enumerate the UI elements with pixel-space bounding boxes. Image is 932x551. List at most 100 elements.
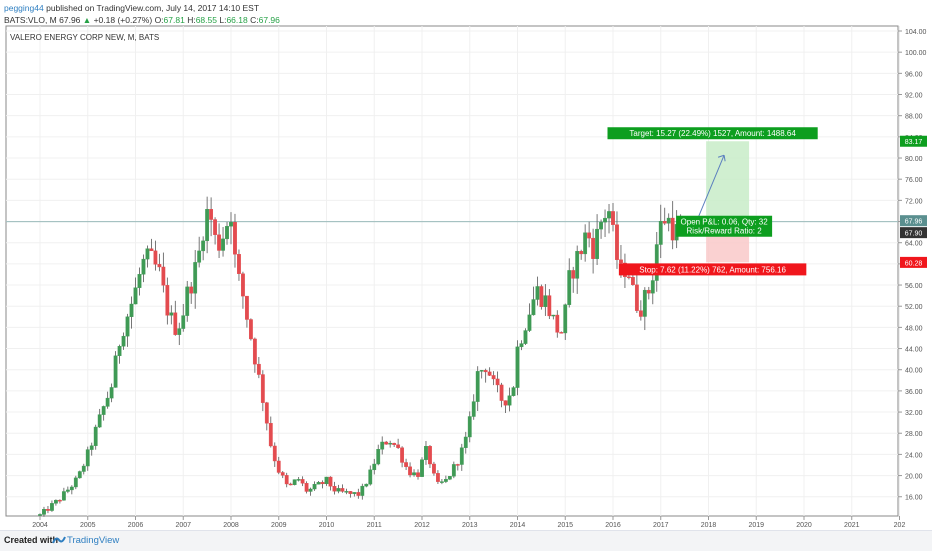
- author-name[interactable]: pegging44: [4, 3, 44, 13]
- candle-body: [177, 328, 182, 335]
- candle-body: [248, 319, 253, 340]
- close-value: 67.96: [258, 15, 280, 25]
- y-tick-label: 72.00: [905, 198, 923, 205]
- y-tick-label: 28.00: [905, 431, 923, 438]
- candle-body: [404, 462, 408, 467]
- trend-arrow: [697, 155, 725, 218]
- candle-body: [54, 499, 58, 504]
- x-tick-label: 2012: [414, 522, 430, 529]
- candle-body: [607, 211, 611, 219]
- x-tick-label: 2013: [462, 522, 478, 529]
- candle-body: [416, 472, 420, 477]
- candle-body: [89, 445, 94, 450]
- price-chart[interactable]: VALERO ENERGY CORP NEW, M, BATS 16.00 20.…: [0, 0, 932, 530]
- candle-body: [233, 222, 237, 255]
- candle-body: [157, 264, 162, 268]
- prev-close-tag-bg: [900, 227, 927, 239]
- candle-body: [424, 445, 428, 460]
- candle-body: [300, 479, 305, 484]
- candle-body: [320, 482, 325, 485]
- candle-body: [38, 514, 42, 516]
- candle-body: [563, 304, 568, 334]
- created-with-label: Created with: [4, 535, 59, 545]
- candle-body: [332, 486, 337, 492]
- candle-body: [551, 314, 556, 317]
- candle-body: [539, 286, 544, 307]
- candle-body: [463, 436, 468, 448]
- open-value: 67.81: [163, 15, 185, 25]
- candle-body: [547, 295, 552, 317]
- candle-body: [642, 289, 647, 317]
- candle-body: [109, 387, 114, 399]
- y-tick-label: 32.00: [905, 410, 923, 417]
- candle-body: [619, 259, 623, 264]
- candle-body: [475, 371, 480, 402]
- candle-body: [515, 346, 520, 388]
- candle-body: [376, 449, 381, 465]
- candle-body: [101, 406, 106, 415]
- candle-body: [579, 251, 584, 255]
- candle-body: [495, 378, 500, 386]
- y-tick-label: 52.00: [905, 304, 923, 311]
- x-tick-label: 2017: [653, 522, 669, 529]
- candle-body: [638, 310, 643, 317]
- target-price-tag-bg: [900, 135, 927, 147]
- tradingview-brand[interactable]: TradingView: [67, 535, 120, 546]
- candle-body: [324, 476, 329, 485]
- candle-body: [603, 217, 607, 223]
- high-label: H:: [187, 15, 196, 25]
- time-axis[interactable]: 2004 2005 2006 2007 2008 2009 2010 2011 2012 2013…: [32, 516, 905, 529]
- candle-body: [439, 481, 444, 483]
- candle-body: [61, 491, 66, 501]
- candle-body: [189, 286, 194, 294]
- candle-body: [443, 479, 448, 482]
- candle-body: [535, 286, 540, 300]
- x-tick-label: 2010: [319, 522, 335, 529]
- close-label: C:: [250, 15, 259, 25]
- profit-zone: [706, 141, 750, 222]
- candle-body: [392, 442, 397, 445]
- candle-body: [197, 250, 202, 263]
- candle-body: [241, 273, 245, 297]
- candle-body: [252, 338, 257, 365]
- candle-body: [587, 232, 592, 239]
- chart-title: VALERO ENERGY CORP NEW, M, BATS: [10, 33, 159, 42]
- candle-body: [400, 447, 405, 463]
- candle-body: [121, 335, 126, 347]
- candle-body: [328, 476, 333, 487]
- stop-label: Stop: 7.62 (11.22%) 762, Amount: 756.16: [639, 265, 786, 274]
- y-tick-label: 96.00: [905, 71, 923, 78]
- candle-body: [531, 299, 536, 316]
- tradingview-logo-icon[interactable]: [52, 534, 66, 546]
- candle-body: [97, 414, 102, 428]
- candle-body: [221, 238, 225, 251]
- up-triangle-icon: ▲: [82, 15, 92, 25]
- candle-body: [213, 219, 217, 235]
- risk-reward-label: Risk/Reward Ratio: 2: [687, 227, 763, 236]
- candle-body: [459, 447, 464, 465]
- candle-body: [209, 209, 214, 220]
- y-tick-label: 40.00: [905, 368, 923, 375]
- stop-price-tag-bg: [900, 256, 927, 268]
- candle-body: [662, 220, 667, 224]
- candle-body: [85, 449, 90, 467]
- x-tick-label: 2004: [32, 522, 48, 529]
- x-tick-label: 2018: [701, 522, 717, 529]
- y-tick-label: 24.00: [905, 452, 923, 459]
- candle-body: [432, 463, 436, 474]
- candle-body: [292, 479, 297, 485]
- candle-body: [599, 221, 603, 230]
- candle-body: [487, 371, 492, 376]
- candle-body: [137, 274, 142, 288]
- candle-body: [185, 286, 190, 316]
- candle-body: [77, 471, 82, 479]
- candle-body: [336, 488, 341, 492]
- candle-body: [483, 370, 488, 373]
- x-tick-label: 2021: [844, 522, 860, 529]
- candle-body: [272, 445, 277, 462]
- candle-body: [105, 397, 110, 407]
- y-tick-label: 80.00: [905, 156, 923, 163]
- candle-body: [634, 284, 639, 311]
- candle-body: [491, 375, 496, 380]
- candle-body: [384, 441, 389, 445]
